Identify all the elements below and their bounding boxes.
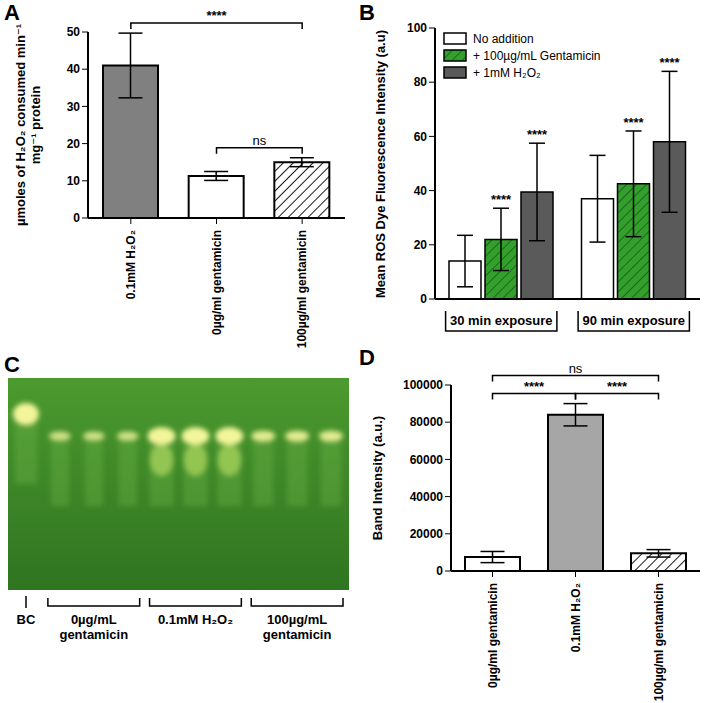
svg-text:0µg/ml gentamicin: 0µg/ml gentamicin <box>210 230 224 335</box>
html-text:µmoles of H₂O₂ consumed min⁻¹: µmoles of H₂O₂ consumed min⁻¹ mg⁻¹ prote… <box>13 23 43 227</box>
svg-text:10: 10 <box>67 174 81 188</box>
html-text:0µg/mL gentamicin: 0µg/mL gentamicin <box>59 612 129 642</box>
html-text:Band Intensity (a.u.): Band Intensity (a.u.) <box>369 415 385 541</box>
svg-text:30: 30 <box>67 100 81 114</box>
svg-text:50: 50 <box>67 25 81 39</box>
svg-text:****: **** <box>527 127 548 142</box>
svg-text:100: 100 <box>407 21 427 35</box>
svg-text:0: 0 <box>436 564 443 578</box>
svg-text:80: 80 <box>414 75 428 89</box>
html-text:BC: BC <box>16 612 36 627</box>
svg-text:ns: ns <box>252 133 266 148</box>
svg-text:****: **** <box>607 379 628 394</box>
html-text:B: B <box>359 0 375 25</box>
svg-text:60000: 60000 <box>410 453 444 467</box>
svg-text:0µg/ml gentamicin: 0µg/ml gentamicin <box>486 583 500 688</box>
svg-text:20000: 20000 <box>410 527 444 541</box>
svg-text:100µg/ml gentamicin: 100µg/ml gentamicin <box>295 230 309 348</box>
html-text:No addition: No addition <box>473 31 534 46</box>
svg-text:****: **** <box>524 379 545 394</box>
svg-text:60: 60 <box>414 130 428 144</box>
html-text:Mean ROS Dye Fluorescence Inte: Mean ROS Dye Fluorescence Intensity (a.u… <box>372 29 387 298</box>
svg-text:90 min exposure: 90 min exposure <box>582 313 685 328</box>
html-text:0.1mM H₂O₂: 0.1mM H₂O₂ <box>157 612 233 627</box>
html-text:+ 100µg/mL Gentamicin: + 100µg/mL Gentamicin <box>473 48 601 63</box>
svg-text:40: 40 <box>67 62 81 76</box>
svg-text:20: 20 <box>67 137 81 151</box>
svg-text:0.1mM H₂O₂: 0.1mM H₂O₂ <box>124 230 138 299</box>
svg-text:0: 0 <box>420 292 427 306</box>
svg-text:****: **** <box>659 55 680 70</box>
svg-text:40000: 40000 <box>410 490 444 504</box>
svg-text:****: **** <box>206 8 227 23</box>
svg-text:80000: 80000 <box>410 415 444 429</box>
html-text:C: C <box>4 352 20 377</box>
svg-text:****: **** <box>491 192 512 207</box>
svg-text:40: 40 <box>414 184 428 198</box>
svg-text:ns: ns <box>569 361 583 376</box>
html-text:A: A <box>4 0 20 25</box>
svg-text:20: 20 <box>414 238 428 252</box>
svg-text:100000: 100000 <box>403 378 443 392</box>
html-text:D: D <box>359 345 375 370</box>
svg-text:****: **** <box>623 115 644 130</box>
svg-text:0: 0 <box>73 211 80 225</box>
svg-text:30 min exposure: 30 min exposure <box>450 313 553 328</box>
html-text:+ 1mM H₂O₂: + 1mM H₂O₂ <box>473 65 541 80</box>
svg-text:0.1mM H₂O₂: 0.1mM H₂O₂ <box>569 583 583 652</box>
svg-text:100µg/ml gentamicin: 100µg/ml gentamicin <box>652 583 666 701</box>
html-text:100µg/mL gentamicin: 100µg/mL gentamicin <box>262 612 332 642</box>
